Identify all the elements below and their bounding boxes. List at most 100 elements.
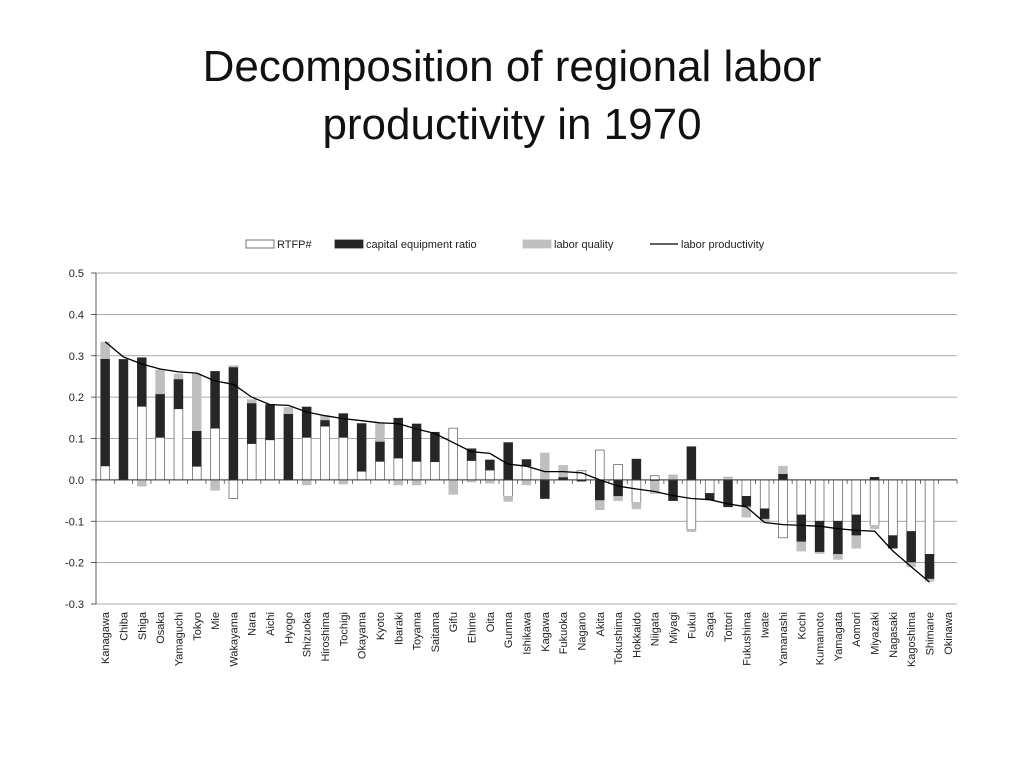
capital-equipment-ratio-bar [906,531,916,563]
capital-equipment-ratio-bar [283,413,294,481]
rtfp-bar [503,479,513,497]
labor-quality-bar [521,479,532,486]
y-axis: 0.5 0.4 0.3 0.2 0.1 0.0 -0.1 -0.2 -0.3 [65,268,97,611]
rtfp-bar [649,475,660,481]
x-category-label: Nagasaki [888,612,900,658]
x-category-label: Okinawa [943,611,955,655]
labor-quality-bar [833,553,843,560]
labor-quality-bar [686,529,697,532]
rtfp-bar [595,449,605,481]
rtfp-bar [906,479,916,532]
capital-equipment-ratio-bar [430,431,440,463]
x-category-label: Kyoto [375,612,387,640]
capital-equipment-ratio-bar [521,459,532,467]
capital-equipment-ratio-bar [759,508,770,520]
capital-equipment-ratio-bar [613,479,623,497]
x-category-label: Gunma [503,611,515,648]
y-tick-label: 0.2 [69,392,84,404]
labor-quality-bar [155,369,165,395]
capital-equipment-ratio-bar [155,393,165,438]
rtfp-bar [833,479,843,522]
x-category-label: Miyagi [668,612,680,644]
x-category-label: Hokkaido [631,612,643,658]
capital-equipment-ratio-bar [686,446,697,481]
capital-equipment-ratio-bar [301,406,312,438]
capital-equipment-ratio-bar [100,358,110,467]
y-tick-label: -0.2 [65,558,84,570]
labor-productivity-line-group [104,341,930,583]
rtfp-bar [246,443,257,481]
labor-quality-bar [338,479,349,485]
rtfp-bar [338,436,349,481]
labor-quality-bar [814,551,825,554]
rtfp-bar [814,479,825,522]
x-category-label: Kagoshima [906,611,918,667]
y-tick-label: 0.3 [69,351,84,363]
rtfp-bar [375,460,385,481]
rtfp-bar [192,465,202,481]
capital-equipment-ratio-bar [466,448,477,461]
legend-labor-productivity-label: labor productivity [681,239,765,251]
y-tick-label: 0.1 [69,434,84,446]
x-category-label: Yamaguchi [173,612,185,666]
capital-equipment-ratio-bar [888,535,898,549]
y-tick-label: 0.4 [69,309,84,321]
x-category-label: Kagawa [540,611,552,652]
rtfp-bar [631,479,642,503]
x-category-label: Osaka [155,611,167,644]
capital-equipment-ratio-bar [924,553,935,580]
capital-equipment-ratio-bar [338,413,349,438]
labor-quality-bar [778,465,788,475]
rtfp-bar [741,479,752,497]
labor-quality-bar [246,399,257,404]
capital-equipment-ratio-bar [796,514,807,543]
labor-quality-bar [228,365,239,368]
capital-equipment-ratio-bar [173,378,184,410]
labor-quality-bar [301,479,312,486]
rtfp-bar [393,457,404,481]
y-tick-label: -0.3 [65,599,84,611]
x-category-label: Yamanashi [778,612,790,666]
capital-equipment-ratio-bar [833,520,843,555]
capital-equipment-ratio-bar [741,496,752,508]
rtfp-bar [448,427,458,481]
x-category-label: Wakayama [228,611,240,666]
chart-legend: RTFP# capital equipment ratio labor qualit… [245,239,765,251]
x-category-label: Ibaraki [393,612,405,645]
rtfp-bar [796,479,807,516]
labor-quality-bar [668,474,678,481]
labor-quality-bar [411,479,422,486]
rtfp-bar [869,479,880,526]
labor-quality-bar [137,479,147,487]
x-category-label: Aichi [265,612,277,636]
rtfp-bar [100,465,110,481]
rtfp-bar [356,470,367,481]
rtfp-bar [301,436,312,481]
x-category-label: Hyogo [283,612,295,644]
rtfp-bar [851,479,861,516]
rtfp-bar [210,427,220,481]
x-category-label: Chiba [118,611,130,641]
labor-quality-bar [796,541,807,552]
rtfp-bar [613,464,623,481]
slide-title-line-1: Decomposition of regional labor [202,42,822,91]
labor-quality-bar [631,502,642,510]
x-category-label: Miyazaki [870,612,882,655]
x-category-label: Saga [705,611,717,638]
x-category-label: Tokyo [192,612,204,641]
rtfp-bar [430,461,440,481]
rtfp-bar [137,405,147,481]
y-tick-label: -0.1 [65,516,84,528]
x-category-label: Gifu [448,612,460,632]
rtfp-bar [686,479,697,530]
capital-equipment-ratio-bar [356,423,367,472]
labor-quality-bar [924,578,935,582]
rtfp-bar [228,479,239,499]
capital-equipment-ratio-bar [851,514,861,537]
y-tick-label: 0.0 [69,475,84,487]
y-tick-label: 0.5 [69,268,84,280]
capital-equipment-ratio-bar [375,441,385,462]
x-category-label: Fukuoka [558,611,570,654]
x-category-label: Kochi [796,612,808,640]
